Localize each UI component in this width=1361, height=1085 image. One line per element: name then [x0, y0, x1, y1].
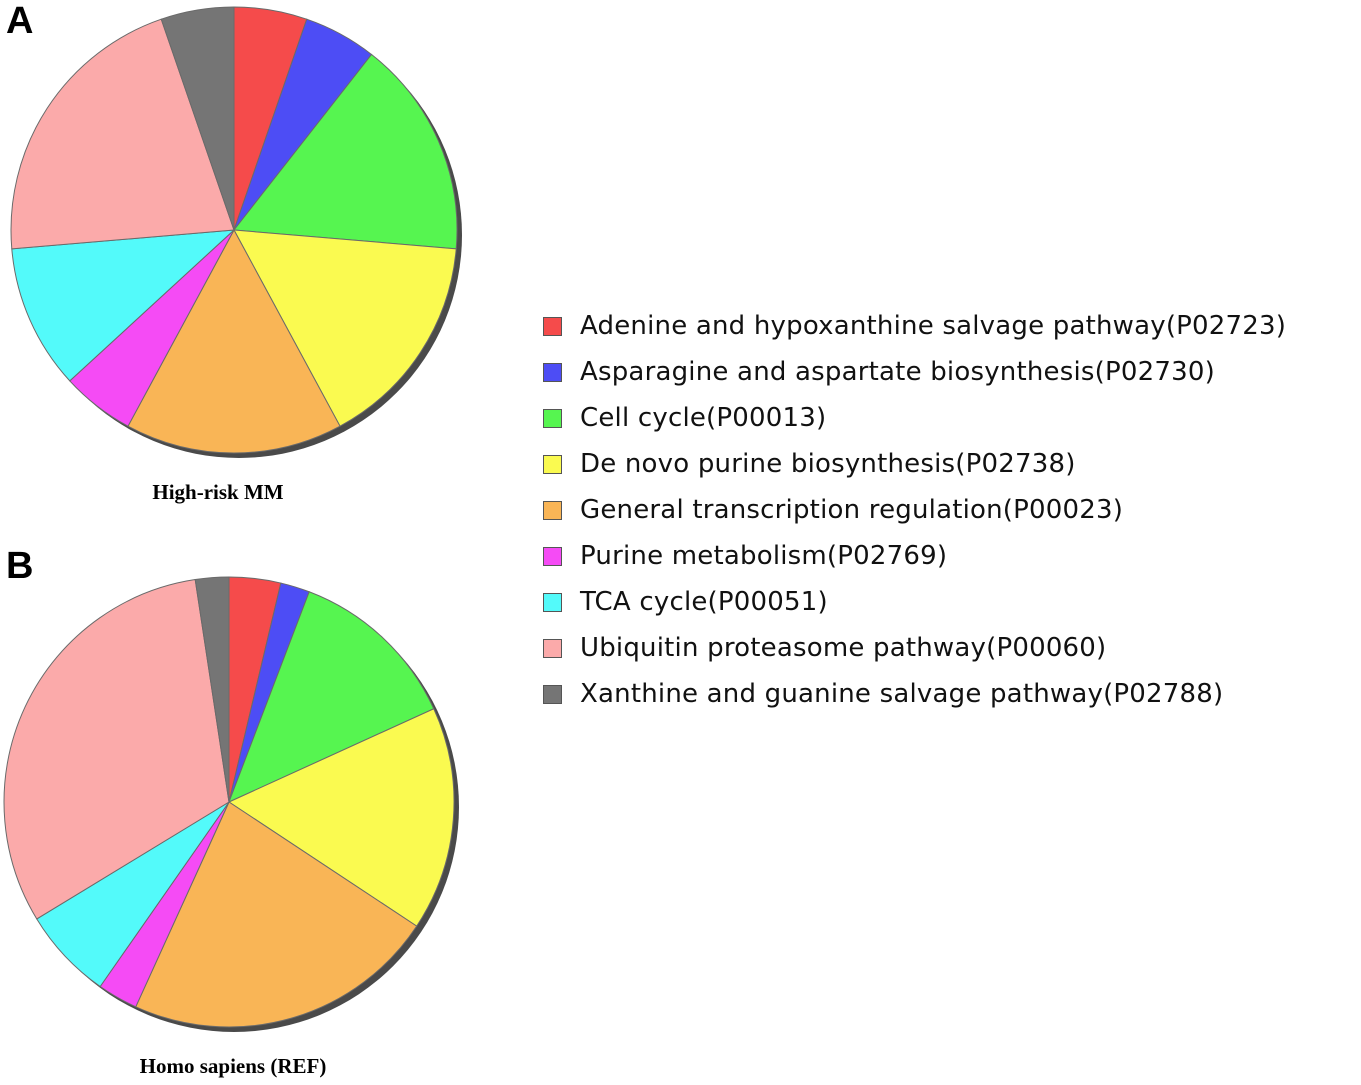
- pie-slice: [11, 229, 236, 382]
- legend-item: Xanthine and guanine salvage pathway(P02…: [543, 671, 1286, 717]
- pie-caption-homo-sapiens-ref: Homo sapiens (REF): [139, 1054, 327, 1078]
- legend-item: Purine metabolism(P02769): [543, 533, 1286, 579]
- legend-swatch: [543, 638, 562, 658]
- legend-item: Adenine and hypoxanthine salvage pathway…: [543, 303, 1286, 349]
- panel-label-a: A: [6, 0, 34, 42]
- pie-slice: [10, 18, 235, 250]
- legend-label: De novo purine biosynthesis(P02738): [580, 449, 1076, 479]
- pie-slice: [194, 576, 230, 803]
- pie-slice: [135, 801, 418, 1028]
- legend-item: TCA cycle(P00051): [543, 579, 1286, 625]
- pie-slice: [228, 591, 435, 803]
- pie-slice: [233, 229, 457, 427]
- legend-item: Asparagine and aspartate biosynthesis(P0…: [543, 349, 1286, 395]
- pie-chart-high-risk-mm: [10, 6, 462, 458]
- pie-slice: [233, 53, 458, 250]
- legend-swatch: [543, 408, 562, 428]
- legend-label: Xanthine and guanine salvage pathway(P02…: [580, 679, 1224, 709]
- legend-item: Ubiquitin proteasome pathway(P00060): [543, 625, 1286, 671]
- legend-swatch: [543, 362, 562, 382]
- pie-chart-homo-sapiens-ref: [3, 576, 459, 1032]
- legend-label: Purine metabolism(P02769): [580, 541, 948, 571]
- pie-slice: [127, 228, 341, 454]
- pie-slice: [227, 708, 455, 927]
- legend-item: General transcription regulation(P00023): [543, 487, 1286, 533]
- legend-label: Cell cycle(P00013): [580, 403, 827, 433]
- pie-slice: [160, 6, 235, 231]
- panel-label-b: B: [6, 545, 34, 587]
- pie-caption-high-risk-mm: High-risk MM: [152, 480, 284, 504]
- legend: Adenine and hypoxanthine salvage pathway…: [543, 303, 1286, 717]
- legend-swatch: [543, 454, 562, 474]
- legend-swatch: [543, 546, 562, 566]
- pie-slice: [3, 578, 230, 920]
- legend-swatch: [543, 592, 562, 612]
- legend-label: TCA cycle(P00051): [580, 587, 828, 617]
- legend-label: Adenine and hypoxanthine salvage pathway…: [580, 311, 1287, 341]
- legend-label: Asparagine and aspartate biosynthesis(P0…: [580, 357, 1215, 387]
- legend-swatch: [543, 684, 562, 704]
- legend-swatch: [543, 316, 562, 336]
- legend-label: General transcription regulation(P00023): [580, 495, 1124, 525]
- legend-item: De novo purine biosynthesis(P02738): [543, 441, 1286, 487]
- legend-item: Cell cycle(P00013): [543, 395, 1286, 441]
- legend-swatch: [543, 500, 562, 520]
- legend-label: Ubiquitin proteasome pathway(P00060): [580, 633, 1107, 663]
